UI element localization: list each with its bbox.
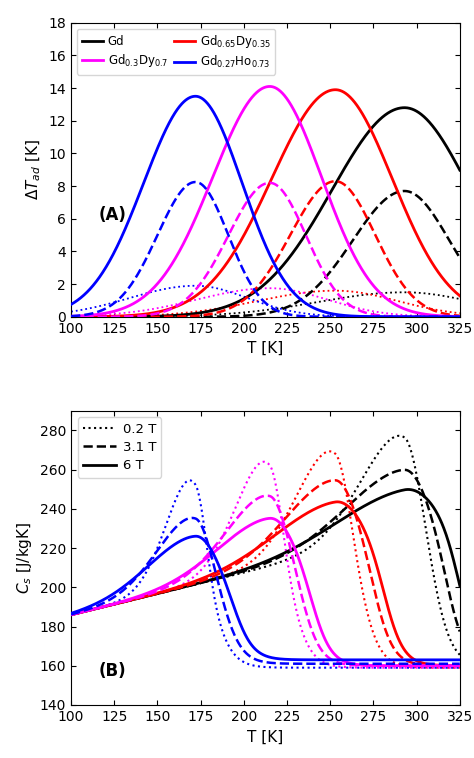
- Y-axis label: $C_s$ [J/kgK]: $C_s$ [J/kgK]: [15, 522, 34, 594]
- Legend: Gd, Gd$_{0.3}$Dy$_{0.7}$, Gd$_{0.65}$Dy$_{0.35}$, Gd$_{0.27}$Ho$_{0.73}$: Gd, Gd$_{0.3}$Dy$_{0.7}$, Gd$_{0.65}$Dy$…: [77, 29, 275, 75]
- Y-axis label: $\Delta T_{ad}$ [K]: $\Delta T_{ad}$ [K]: [25, 139, 43, 200]
- X-axis label: T [K]: T [K]: [247, 729, 283, 744]
- Legend: 0.2 T, 3.1 T, 6 T: 0.2 T, 3.1 T, 6 T: [78, 418, 161, 478]
- Text: (B): (B): [98, 662, 126, 679]
- Text: (A): (A): [98, 205, 126, 224]
- X-axis label: T [K]: T [K]: [247, 341, 283, 356]
